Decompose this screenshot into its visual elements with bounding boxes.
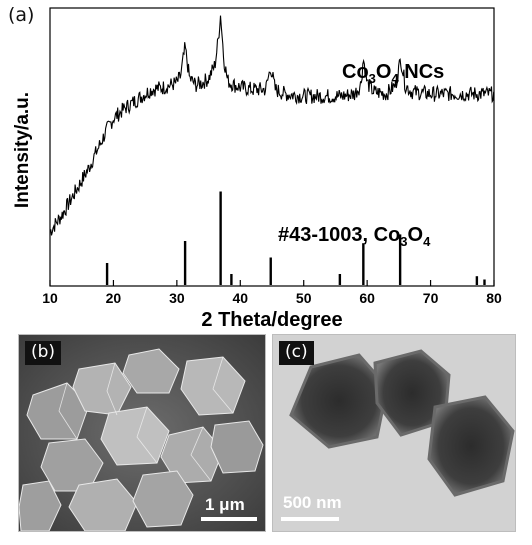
tem-scale-label: 500 nm	[283, 493, 342, 512]
reference-label: #43-1003, Co3O4	[278, 224, 431, 249]
sem-scale-label: 1 μm	[205, 495, 245, 514]
x-tick-label: 70	[423, 290, 439, 306]
tem-micrograph	[273, 335, 515, 531]
x-tick-label: 60	[359, 290, 375, 306]
x-ticks	[49, 280, 495, 286]
x-tick-label: 20	[106, 290, 122, 306]
xrd-pattern-line	[49, 15, 495, 236]
sem-image-panel: (b) 1 μm	[18, 334, 266, 532]
x-tick-label: 80	[486, 290, 502, 306]
tem-particle-left	[289, 353, 389, 449]
panel-a-label: (a)	[8, 4, 35, 26]
panel-b-label: (b)	[25, 341, 62, 365]
sem-scale-bar	[201, 517, 257, 521]
y-axis-label: Intensity/a.u.	[12, 92, 33, 208]
tem-particle-right	[427, 395, 515, 497]
sample-label: Co3O4 NCs	[342, 61, 444, 86]
x-tick-label: 40	[232, 290, 248, 306]
x-axis-label: 2 Theta/degree	[201, 309, 342, 331]
x-tick-label: 50	[296, 290, 312, 306]
xrd-chart: 10 20 30 40 50 60 70 80 2 Theta/degree Intensit…	[12, 7, 502, 331]
tem-scale-bar	[281, 517, 339, 521]
tem-image-panel: (c) 500 nm	[272, 334, 516, 532]
panel-c-label: (c)	[279, 341, 314, 365]
sem-micrograph	[19, 335, 265, 531]
plot-frame	[49, 7, 495, 287]
x-tick-label: 30	[169, 290, 185, 306]
reference-sticks	[105, 191, 486, 285]
x-tick-labels: 10 20 30 40 50 60 70 80	[42, 290, 502, 306]
x-tick-label: 10	[42, 290, 58, 306]
